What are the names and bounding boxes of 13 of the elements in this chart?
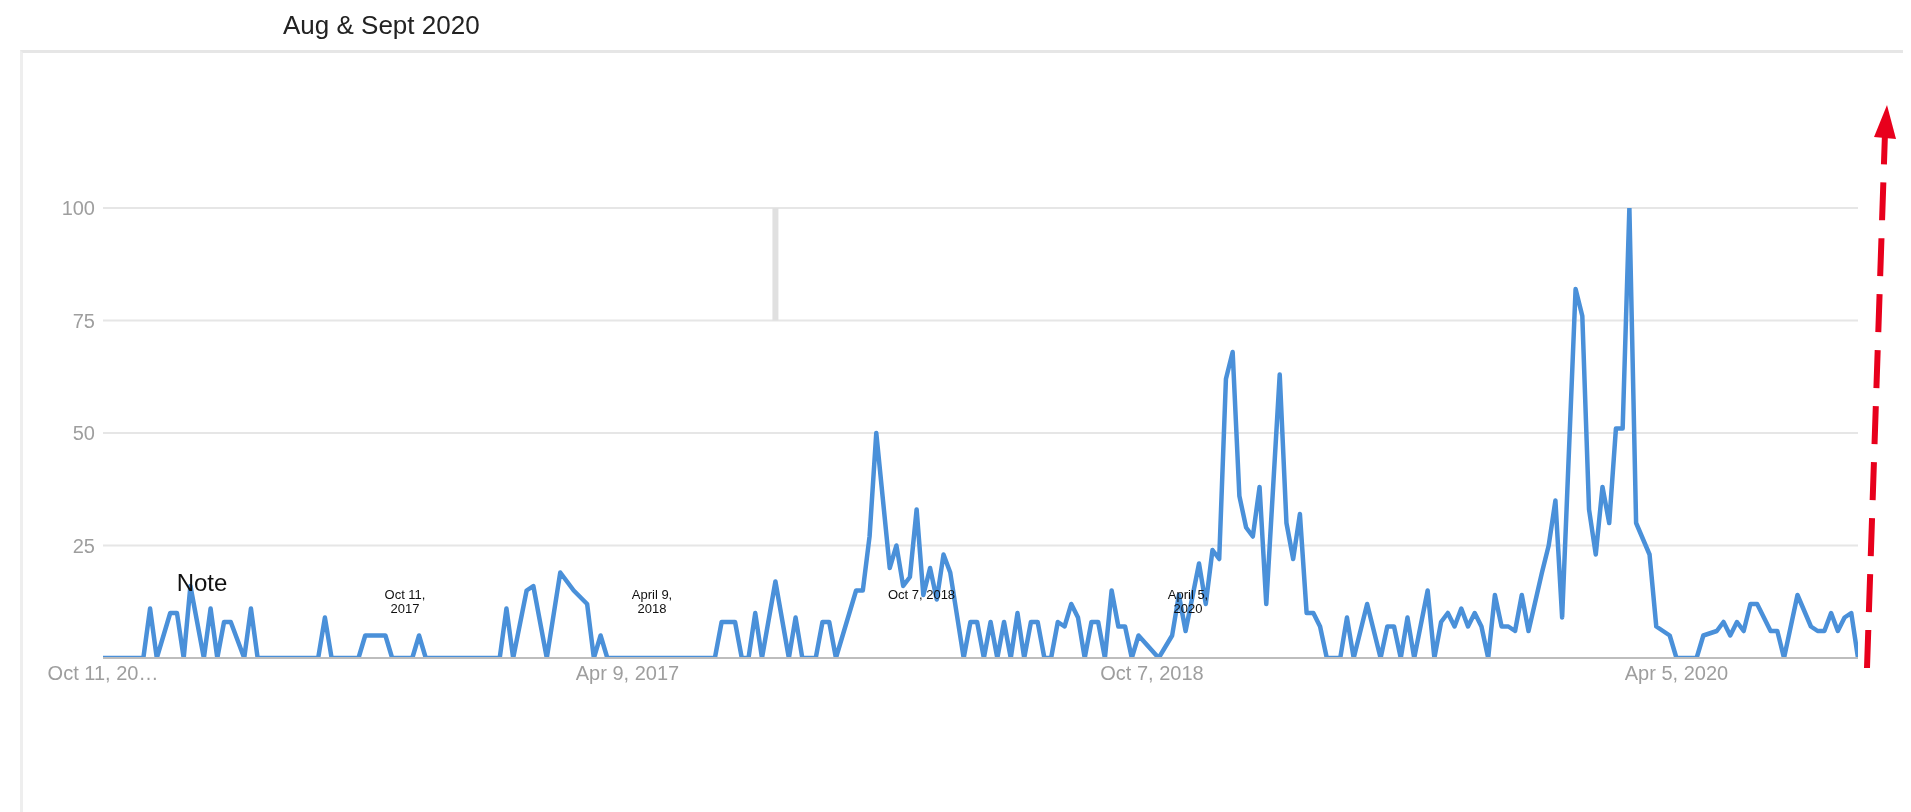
x-tick-label: Oct 7, 2018	[1100, 662, 1204, 685]
y-tick-label: 25	[72, 534, 95, 557]
y-tick-label: 100	[61, 197, 95, 220]
x-tick-label: Oct 11, 20…	[47, 662, 159, 685]
annotation: Note	[175, 568, 229, 598]
annotation: April 9, 2018	[630, 586, 674, 619]
chart-title: Aug & Sept 2020	[283, 10, 480, 41]
y-tick-label: 50	[72, 422, 95, 445]
line-series	[103, 208, 1858, 658]
y-tick-label: 75	[72, 309, 95, 332]
annotation: Oct 11, 2017	[383, 586, 427, 619]
x-tick-label: Apr 9, 2017	[575, 662, 680, 685]
x-tick-label: Apr 5, 2020	[1624, 662, 1729, 685]
